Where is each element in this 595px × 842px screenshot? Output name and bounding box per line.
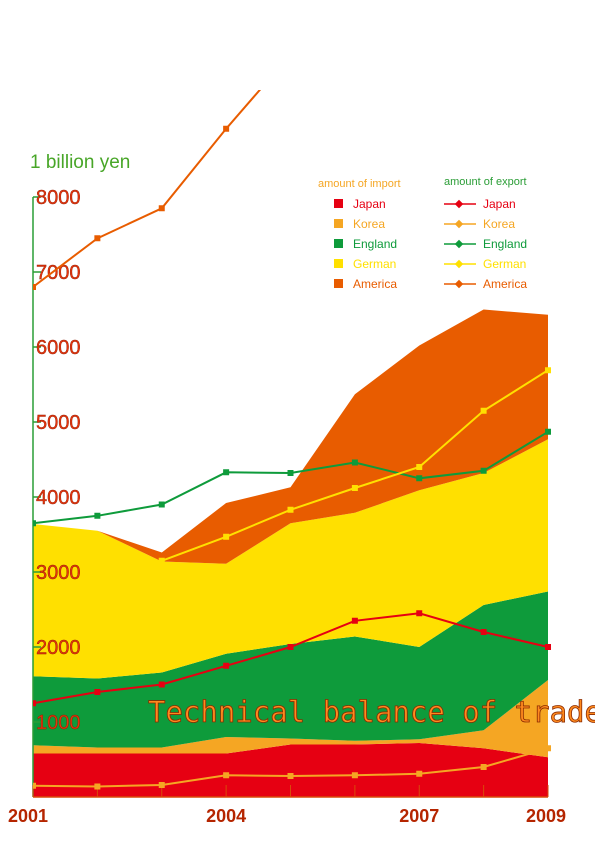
legend-import-label-german: German [353, 257, 396, 271]
legend-export-label-german: German [483, 257, 526, 271]
export-point-german [416, 464, 423, 470]
export-point-korea [223, 772, 230, 779]
export-point-england [94, 512, 101, 519]
x-tick-label: 2007 [399, 806, 439, 826]
legend-export-marker-england [454, 239, 464, 249]
legend-import-header: amount of import [318, 178, 401, 190]
legend-export-label-japan: Japan [483, 197, 516, 211]
legend-export-label-america: America [483, 277, 527, 291]
x-tick-label: 2001 [8, 806, 48, 826]
export-point-england [33, 520, 36, 527]
legend-export-marker-german [454, 259, 464, 269]
x-tick-label: 2009 [526, 806, 566, 826]
y-tick-label: 8000 [36, 187, 81, 209]
legend-import-label-america: America [353, 277, 397, 291]
y-tick-label: 7000 [36, 262, 81, 284]
export-point-korea [33, 782, 36, 789]
legend-import-label-korea: Korea [353, 217, 385, 231]
legend-export-label-england: England [483, 237, 527, 251]
export-lines [33, 52, 551, 790]
overlay-title: Technical balance of trade [148, 695, 595, 729]
export-point-america [33, 284, 36, 290]
import-area-korea [33, 680, 548, 758]
export-point-korea [287, 773, 294, 779]
import-area-america [33, 309, 548, 564]
legend-import-label-japan: Japan [353, 197, 386, 211]
legend-export-marker-japan [454, 199, 464, 209]
export-point-japan [287, 644, 294, 650]
export-line-america [33, 90, 262, 288]
export-point-england [287, 470, 294, 476]
y-tick-label: 6000 [36, 337, 81, 359]
legend-import-swatch-german [334, 259, 343, 268]
legend-export-marker-korea [454, 219, 464, 229]
legend: amount of import amount of export Japan Kor… [318, 176, 527, 291]
export-point-korea [480, 764, 487, 770]
export-point-japan [223, 662, 230, 669]
unit-label: 1 billion yen [30, 152, 131, 173]
export-point-england [351, 459, 358, 466]
export-point-japan [416, 610, 423, 617]
export-point-england [158, 501, 165, 508]
export-point-england [416, 475, 423, 482]
legend-import-swatch-japan [334, 199, 343, 208]
export-point-japan [158, 681, 165, 688]
import-area-german [33, 439, 548, 679]
export-point-korea [416, 770, 423, 777]
export-point-england [223, 469, 230, 476]
export-point-america [223, 125, 230, 132]
export-point-korea [545, 745, 551, 752]
export-point-america [94, 235, 101, 242]
export-point-japan [94, 689, 101, 695]
export-point-korea [158, 782, 165, 788]
y-tick-label: 1000 [36, 712, 81, 734]
export-point-england [545, 428, 551, 435]
export-point-korea [94, 783, 101, 790]
export-point-japan [33, 700, 36, 707]
legend-export-label-korea: Korea [483, 217, 515, 231]
export-point-german [351, 485, 358, 491]
import-area-layers [33, 309, 548, 797]
export-point-german [287, 506, 294, 513]
y-axis-ticks: 1000 2000 3000 4000 5000 6000 7000 8000 [33, 187, 81, 734]
export-point-england [480, 467, 487, 474]
x-axis-ticks: 2001 2004 2007 2009 [8, 785, 566, 826]
export-point-america [158, 205, 165, 212]
export-point-japan [480, 629, 487, 635]
export-point-german [223, 533, 230, 540]
export-point-japan [351, 617, 358, 624]
export-point-german [158, 557, 165, 564]
export-point-korea [351, 772, 358, 779]
y-tick-label: 5000 [36, 412, 81, 434]
y-tick-label: 2000 [36, 637, 81, 659]
import-area-england [33, 591, 548, 748]
export-point-america [288, 52, 294, 58]
legend-export-header: amount of export [444, 176, 527, 188]
legend-import-swatch-england [334, 239, 343, 248]
export-point-japan [545, 644, 551, 650]
export-point-german [545, 367, 551, 374]
legend-import-swatch-america [334, 279, 343, 288]
x-tick-label: 2004 [206, 806, 246, 826]
export-point-german [480, 407, 487, 414]
legend-import-swatch-korea [334, 219, 343, 228]
y-tick-label: 3000 [36, 562, 81, 584]
legend-export-marker-america [454, 279, 464, 289]
y-tick-label: 4000 [36, 487, 81, 509]
legend-import-label-england: England [353, 237, 397, 251]
